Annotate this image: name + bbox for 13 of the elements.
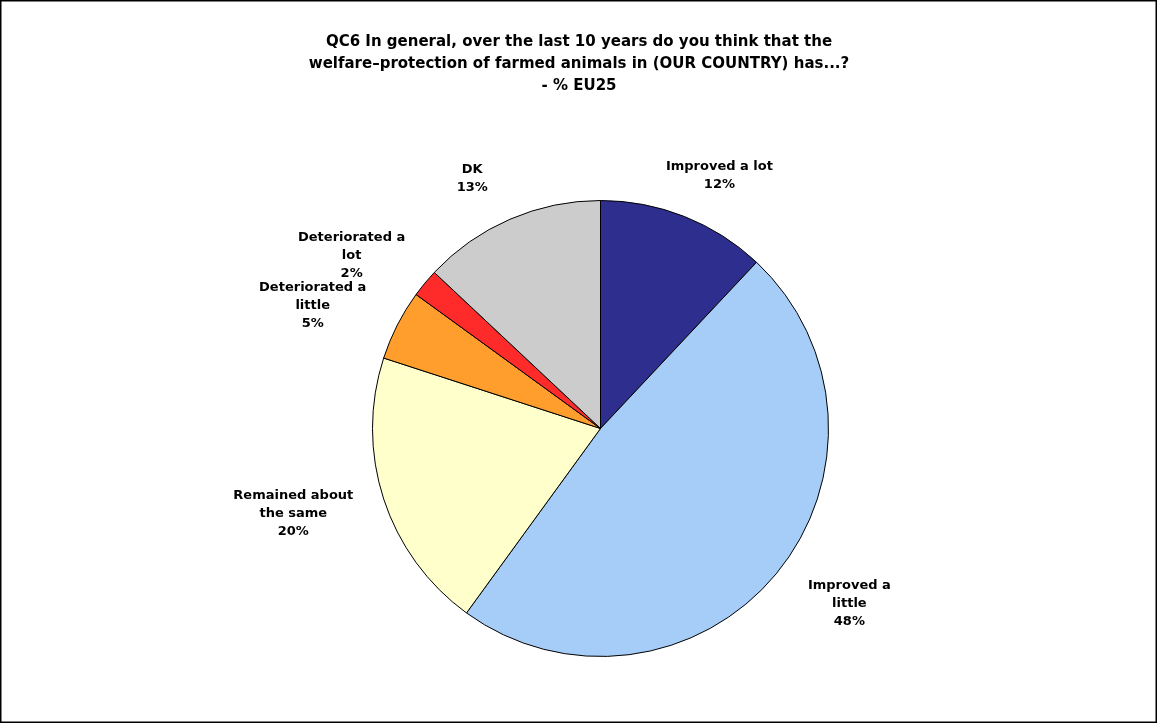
data-label: 13% [456, 179, 488, 195]
slice-label: Deteriorated a little [259, 279, 367, 313]
slice-label: Remained about the same [233, 487, 354, 521]
chart-title: QC6 In general, over the last 10 years do you think that the welfare–protection of farmed animals in (OUR COUNTRY) has...? - % EU25 [308, 31, 850, 94]
slice-label: DK [461, 161, 484, 177]
data-label: 48% [833, 613, 865, 629]
slice-label: Improved a little [807, 577, 891, 611]
data-label: 12% [703, 176, 735, 192]
slice-label: Improved a lot [665, 158, 773, 174]
data-label: 20% [277, 523, 309, 539]
data-label: 5% [301, 315, 324, 331]
data-label: 2% [340, 264, 363, 280]
slice-label: Deteriorated a lot [298, 228, 406, 262]
